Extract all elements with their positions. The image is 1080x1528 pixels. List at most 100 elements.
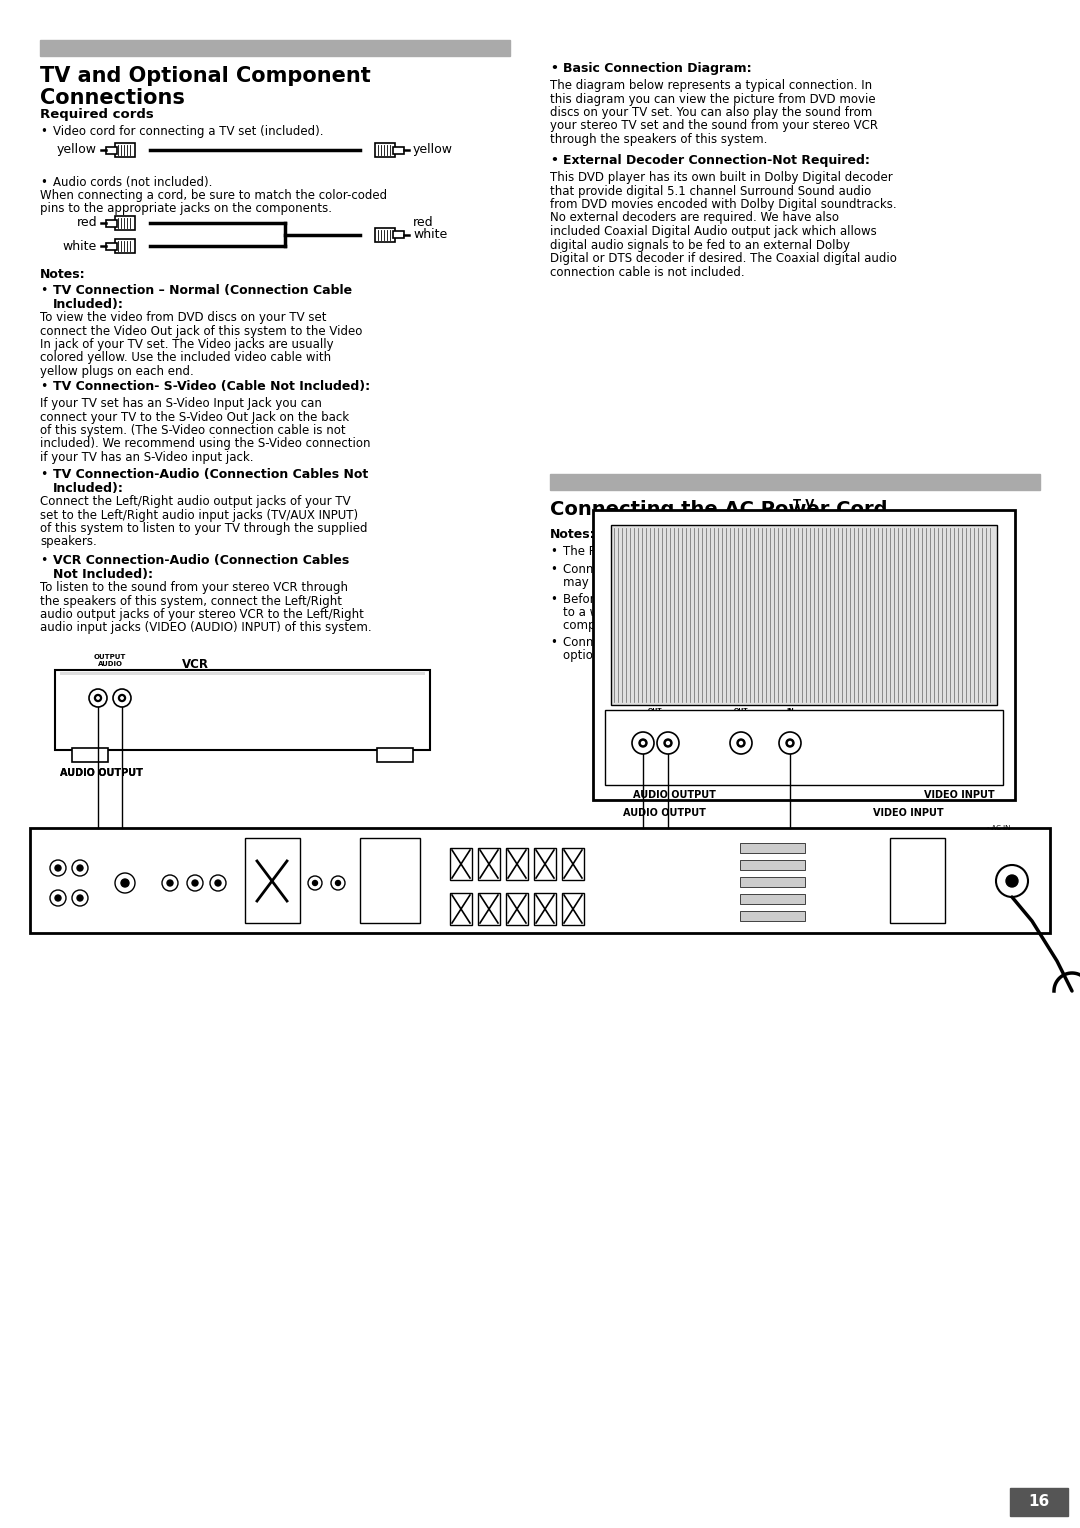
Bar	[375, 144, 395, 157]
Text: that provide digital 5.1 channel Surround Sound audio: that provide digital 5.1 channel Surroun…	[550, 185, 872, 197]
Bar	[114, 215, 135, 231]
Bar	[1010, 1488, 1068, 1516]
Text: Video cord for connecting a TV set (included).: Video cord for connecting a TV set (incl…	[53, 125, 324, 138]
Bar	[611, 526, 997, 704]
Circle shape	[89, 689, 107, 707]
Text: External Decoder Connection-Not Required:: External Decoder Connection-Not Required…	[563, 154, 869, 167]
Text: •: •	[550, 63, 558, 75]
Text: OUTPUT: OUTPUT	[94, 654, 126, 660]
Bar	[740, 860, 805, 869]
Text: The Power Requirement is: AC 120V, 60Hz.: The Power Requirement is: AC 120V, 60Hz.	[563, 545, 816, 558]
Circle shape	[113, 689, 131, 707]
Circle shape	[77, 895, 83, 902]
Text: R: R	[666, 756, 670, 761]
Bar	[605, 711, 1003, 785]
Circle shape	[308, 876, 322, 889]
Bar	[478, 848, 500, 880]
Circle shape	[639, 740, 647, 747]
Circle shape	[210, 876, 226, 891]
Circle shape	[55, 865, 60, 871]
Circle shape	[642, 741, 645, 744]
Circle shape	[119, 695, 125, 701]
Text: this diagram you can view the picture from DVD movie: this diagram you can view the picture fr…	[550, 93, 876, 105]
Circle shape	[72, 860, 87, 876]
Text: VCR: VCR	[181, 659, 208, 671]
Circle shape	[666, 741, 670, 744]
Text: yellow: yellow	[57, 144, 97, 156]
Text: VIDEO INPUT: VIDEO INPUT	[873, 808, 944, 817]
Bar	[106, 147, 117, 153]
Bar	[740, 843, 805, 853]
Text: connect the Video Out jack of this system to the Video: connect the Video Out jack of this syste…	[40, 324, 363, 338]
Bar	[740, 894, 805, 905]
Text: TV Connection- S-Video (Cable Not Included):: TV Connection- S-Video (Cable Not Includ…	[53, 380, 370, 393]
Text: •: •	[40, 284, 48, 296]
Text: audio input jacks (VIDEO (AUDIO) INPUT) of this system.: audio input jacks (VIDEO (AUDIO) INPUT) …	[40, 622, 372, 634]
Text: through the speakers of this system.: through the speakers of this system.	[550, 133, 768, 147]
Circle shape	[50, 889, 66, 906]
Text: Notes:: Notes:	[550, 529, 596, 541]
Bar	[740, 911, 805, 921]
Text: audio output jacks of your stereo VCR to the Left/Right: audio output jacks of your stereo VCR to…	[40, 608, 364, 620]
Text: Connecting the AC Power Cord: Connecting the AC Power Cord	[550, 500, 888, 520]
Circle shape	[1005, 876, 1018, 886]
Text: •: •	[40, 555, 48, 567]
Text: white: white	[413, 228, 447, 241]
Circle shape	[192, 880, 198, 886]
Text: 16: 16	[1028, 1494, 1050, 1510]
Text: discs on your TV set. You can also play the sound from: discs on your TV set. You can also play …	[550, 105, 873, 119]
Text: •: •	[550, 593, 557, 607]
Circle shape	[121, 879, 129, 886]
Text: When connecting a cord, be sure to match the color-coded: When connecting a cord, be sure to match…	[40, 189, 387, 202]
Text: · AC IN: · AC IN	[987, 825, 1011, 831]
Bar	[507, 892, 528, 924]
Circle shape	[215, 880, 221, 886]
Text: included). We recommend using the S-Video connection: included). We recommend using the S-Vide…	[40, 437, 370, 451]
Text: AUDIO OUTPUT: AUDIO OUTPUT	[623, 808, 706, 817]
Text: T V: T V	[794, 498, 814, 510]
Text: digital audio signals to be fed to an external Dolby: digital audio signals to be fed to an ex…	[550, 238, 850, 252]
Text: VCR Connection-Audio (Connection Cables: VCR Connection-Audio (Connection Cables	[53, 555, 349, 567]
Circle shape	[97, 697, 99, 700]
Text: set to the Left/Right audio input jacks (TV/AUX INPUT): set to the Left/Right audio input jacks …	[40, 509, 359, 521]
Text: •: •	[550, 545, 557, 558]
Circle shape	[779, 732, 801, 753]
Circle shape	[55, 895, 60, 902]
Text: No external decoders are required. We have also: No external decoders are required. We ha…	[550, 211, 839, 225]
Text: AUDIO: AUDIO	[97, 662, 122, 668]
Text: The diagram below represents a typical connection. In: The diagram below represents a typical c…	[550, 79, 873, 92]
Bar	[393, 231, 404, 238]
Text: •: •	[550, 562, 557, 576]
Text: if your TV has an S-Video input jack.: if your TV has an S-Video input jack.	[40, 451, 254, 465]
Text: If your TV set has an S-Video Input Jack you can: If your TV set has an S-Video Input Jack…	[40, 397, 322, 410]
Bar	[377, 749, 413, 762]
Text: TV and Optional Component: TV and Optional Component	[40, 66, 370, 86]
Circle shape	[632, 732, 654, 753]
Text: To listen to the sound from your stereo VCR through: To listen to the sound from your stereo …	[40, 581, 348, 594]
Circle shape	[740, 741, 743, 744]
Circle shape	[95, 695, 102, 701]
Bar	[478, 892, 500, 924]
Circle shape	[72, 889, 87, 906]
Bar	[360, 837, 420, 923]
Text: VIDEO INPUT: VIDEO INPUT	[924, 790, 995, 801]
Circle shape	[730, 732, 752, 753]
Text: included Coaxial Digital Audio output jack which allows: included Coaxial Digital Audio output ja…	[550, 225, 877, 238]
Text: •: •	[550, 636, 557, 649]
Bar	[40, 40, 510, 57]
Text: Included):: Included):	[53, 298, 124, 312]
Bar	[30, 828, 1050, 934]
Text: may damage the system or cause abnormal operation.: may damage the system or cause abnormal …	[563, 576, 889, 588]
Bar	[60, 672, 426, 675]
Text: •: •	[40, 125, 46, 138]
Text: Required cords: Required cords	[40, 108, 153, 121]
Text: In jack of your TV set. The Video jacks are usually: In jack of your TV set. The Video jacks …	[40, 338, 334, 351]
Circle shape	[657, 732, 679, 753]
Bar	[72, 749, 108, 762]
Bar	[534, 848, 556, 880]
Text: SW
LOOP: SW LOOP	[381, 876, 399, 886]
Bar	[593, 510, 1015, 801]
Text: speakers.: speakers.	[40, 535, 97, 549]
Text: Audio cords (not included).: Audio cords (not included).	[53, 176, 213, 189]
Text: yellow plugs on each end.: yellow plugs on each end.	[40, 365, 193, 377]
